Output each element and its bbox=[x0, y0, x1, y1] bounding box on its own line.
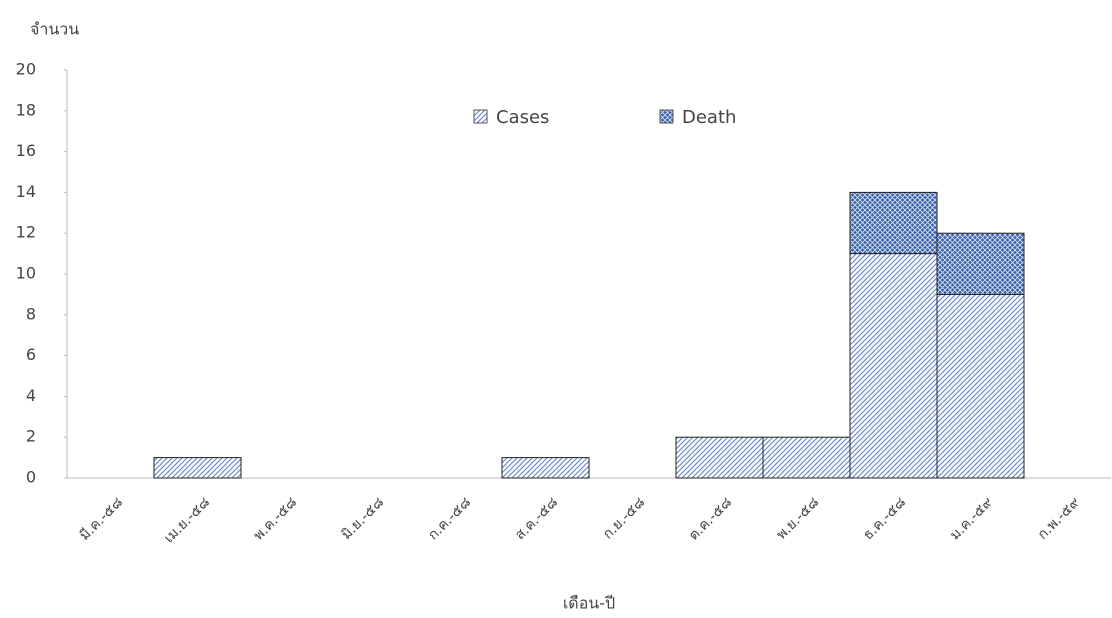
x-tick-label: มี.ค.-๕๘ bbox=[77, 494, 126, 543]
y-tick-label: 8 bbox=[26, 304, 36, 323]
x-tick-label: เม.ย.-๕๘ bbox=[161, 494, 213, 546]
x-tick-label: ต.ค.-๕๘ bbox=[686, 494, 735, 543]
y-tick-label: 14 bbox=[16, 182, 36, 201]
y-tick-label: 16 bbox=[16, 141, 36, 160]
legend-label: Death bbox=[682, 107, 736, 128]
y-tick-label: 4 bbox=[26, 386, 36, 405]
y-tick-label: 12 bbox=[16, 223, 36, 242]
x-tick-label: ธ.ค.-๕๘ bbox=[860, 494, 909, 543]
legend-swatch bbox=[659, 109, 674, 124]
x-tick-label: ส.ค.-๕๘ bbox=[512, 494, 561, 543]
x-tick-label: มิ.ย.-๕๘ bbox=[339, 494, 388, 543]
x-axis-title: เดือน-ปี bbox=[563, 594, 615, 613]
bar-segment bbox=[675, 436, 764, 479]
x-tick-label: พ.ย.-๕๘ bbox=[774, 494, 823, 543]
legend-swatch bbox=[473, 109, 488, 124]
y-tick-label: 10 bbox=[16, 264, 36, 283]
bar-segment bbox=[762, 436, 851, 479]
x-tick-label: ม.ค.-๕๙ bbox=[947, 494, 996, 543]
x-tick-label: ก.ย.-๕๘ bbox=[600, 494, 648, 542]
bar-segment bbox=[153, 457, 242, 479]
y-tick-label: 2 bbox=[26, 427, 36, 446]
legend-label: Cases bbox=[496, 107, 549, 128]
bar-segment bbox=[936, 293, 1025, 479]
bar-segment bbox=[501, 457, 590, 479]
x-tick-label: ก.ค.-๕๘ bbox=[425, 494, 474, 543]
y-tick-label: 20 bbox=[16, 60, 36, 79]
bar-segment bbox=[849, 253, 938, 479]
y-tick-label: 18 bbox=[16, 100, 36, 119]
x-tick-label: ก.พ.-๕๙ bbox=[1035, 494, 1083, 542]
y-tick-label: 0 bbox=[26, 468, 36, 487]
y-axis-title: จำนวน bbox=[30, 20, 79, 39]
bar-segment bbox=[849, 191, 938, 255]
y-tick-label: 6 bbox=[26, 345, 36, 364]
bar-segment bbox=[936, 232, 1025, 295]
x-tick-label: พ.ค.-๕๘ bbox=[251, 494, 300, 543]
